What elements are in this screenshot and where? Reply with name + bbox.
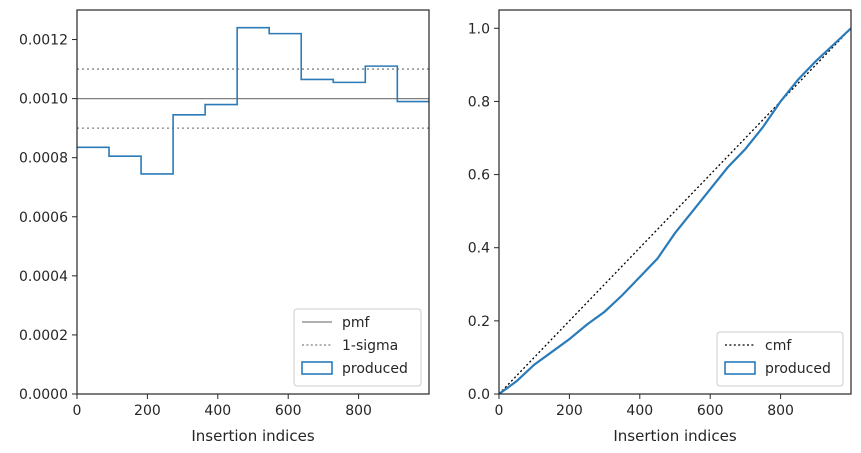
x-tick-label-right-1: 200: [556, 403, 583, 419]
x-tick-label-left-1: 200: [134, 403, 161, 419]
x-tick-label-right-4: 800: [767, 403, 794, 419]
x-tick-label-left-2: 400: [204, 403, 231, 419]
x-axis-label-left: Insertion indices: [191, 427, 314, 445]
x-tick-label-left-3: 600: [275, 403, 302, 419]
plot-area-left: [77, 26, 429, 175]
series-produced-left: [77, 26, 429, 175]
legend-label-cmf-right: cmf: [765, 338, 792, 354]
y-tick-label-right-5: 1.0: [468, 21, 490, 37]
y-tick-label-left-6: 0.0012: [19, 33, 68, 49]
x-axis-label-right: Insertion indices: [613, 427, 736, 445]
legend-label-pmf-left: pmf: [342, 315, 371, 331]
y-tick-label-left-3: 0.0006: [19, 210, 68, 226]
panel-right: 0 200 400 600 800 0.0 0.2 0.4 0.6 0.8 1.0 Insertion…: [468, 9, 852, 445]
legend-left: pmf 1-sigma produced: [293, 308, 422, 387]
legend-label-produced-right: produced: [765, 361, 831, 377]
y-tick-label-left-4: 0.0008: [19, 151, 68, 167]
series-produced-right: [499, 27, 851, 394]
legend-label-produced-left: produced: [342, 361, 408, 377]
y-tick-label-right-0: 0.0: [468, 387, 490, 403]
legend-key-produced-left: [301, 361, 333, 375]
axes-frame-left: [76, 9, 430, 395]
x-tick-label-right-2: 400: [626, 403, 653, 419]
y-tick-label-right-2: 0.4: [468, 241, 490, 257]
x-tick-label-left-4: 800: [345, 403, 372, 419]
x-tick-label-right-3: 600: [697, 403, 724, 419]
series-cmf-right: [499, 27, 851, 394]
x-tick-label-right-0: 0: [495, 403, 504, 419]
y-tick-label-right-3: 0.6: [468, 168, 490, 184]
y-tick-label-left-0: 0.0000: [19, 387, 68, 403]
legend-label-1-sigma-left: 1-sigma: [342, 338, 398, 354]
legend-right: cmf produced: [716, 331, 844, 387]
y-tick-label-left-1: 0.0002: [19, 328, 68, 344]
y-tick-label-right-4: 0.8: [468, 94, 490, 110]
panel-left: 0 200 400 600 800 0.0000 0.0002 0.0004 0.0006 0.0…: [19, 9, 430, 445]
plot-area-right: [499, 27, 851, 394]
legend-box-left: [293, 308, 422, 387]
legend-key-produced-right: [724, 361, 756, 375]
y-tick-label-left-2: 0.0004: [19, 269, 68, 285]
y-tick-label-right-1: 0.2: [468, 314, 490, 330]
x-tick-label-left-0: 0: [73, 403, 82, 419]
y-tick-label-left-5: 0.0010: [19, 92, 68, 108]
axes-frame-right: [498, 9, 852, 395]
